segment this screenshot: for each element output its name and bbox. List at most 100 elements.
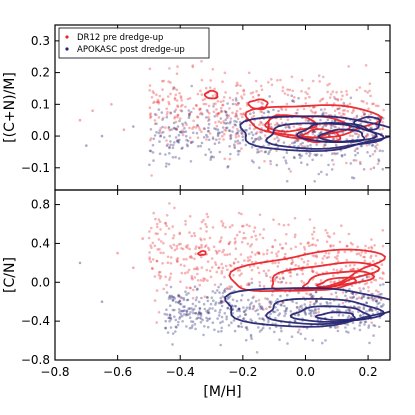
scatter-point bbox=[357, 296, 361, 300]
scatter-point bbox=[177, 320, 180, 324]
scatter-point bbox=[364, 320, 368, 324]
scatter-point bbox=[175, 88, 179, 92]
scatter-point bbox=[203, 277, 207, 281]
scatter-point bbox=[321, 97, 325, 100]
scatter-point bbox=[320, 170, 323, 174]
scatter-point bbox=[174, 300, 178, 304]
scatter-point bbox=[200, 93, 204, 96]
scatter-point bbox=[346, 244, 349, 248]
scatter-point bbox=[351, 310, 354, 314]
scatter-point bbox=[209, 79, 212, 82]
scatter-point bbox=[322, 75, 325, 79]
scatter-point bbox=[173, 141, 176, 144]
scatter-point bbox=[236, 142, 240, 145]
scatter-point bbox=[186, 139, 190, 143]
scatter-point bbox=[311, 339, 315, 342]
scatter-point bbox=[358, 160, 362, 164]
scatter-point bbox=[369, 308, 372, 312]
scatter-point bbox=[275, 149, 278, 153]
scatter-point bbox=[182, 296, 185, 300]
scatter-point bbox=[213, 115, 217, 118]
scatter-point bbox=[166, 143, 169, 146]
scatter-point bbox=[278, 338, 281, 342]
scatter-point bbox=[207, 310, 210, 314]
scatter-point bbox=[381, 277, 384, 281]
scatter-point bbox=[177, 243, 181, 246]
scatter-point bbox=[168, 276, 172, 279]
scatter-point bbox=[341, 112, 345, 116]
scatter-point bbox=[201, 318, 204, 322]
series-contours-1 bbox=[224, 287, 390, 328]
scatter-point bbox=[351, 321, 355, 325]
scatter-point bbox=[248, 127, 252, 130]
scatter-point bbox=[184, 313, 188, 317]
scatter-point bbox=[199, 279, 203, 282]
scatter-point bbox=[355, 132, 359, 136]
scatter-point bbox=[291, 99, 295, 102]
scatter-point bbox=[343, 109, 347, 112]
scatter-point bbox=[212, 110, 216, 114]
scatter-point bbox=[350, 268, 353, 271]
scatter-point bbox=[175, 247, 179, 250]
scatter-point bbox=[189, 311, 192, 314]
scatter-point bbox=[281, 246, 285, 250]
scatter-point bbox=[264, 272, 268, 275]
scatter-point bbox=[368, 296, 372, 300]
scatter-point bbox=[268, 301, 272, 304]
scatter-point bbox=[286, 342, 289, 345]
scatter-point bbox=[227, 242, 231, 246]
scatter-point bbox=[161, 130, 165, 134]
scatter-point bbox=[223, 275, 226, 279]
scatter-point bbox=[367, 107, 370, 110]
scatter-point bbox=[379, 283, 382, 287]
scatter-point bbox=[374, 104, 378, 108]
scatter-point bbox=[196, 267, 200, 271]
scatter-point bbox=[369, 256, 373, 259]
scatter-point bbox=[217, 266, 220, 270]
scatter-point bbox=[314, 262, 317, 265]
scatter-point bbox=[154, 217, 157, 221]
scatter-point bbox=[226, 268, 229, 272]
scatter-point bbox=[213, 142, 217, 145]
scatter-point bbox=[220, 304, 224, 308]
scatter-point bbox=[315, 153, 319, 156]
scatter-point bbox=[169, 111, 172, 114]
scatter-point bbox=[313, 302, 317, 305]
scatter-point bbox=[155, 113, 158, 117]
scatter-point bbox=[286, 293, 289, 297]
scatter-point bbox=[215, 270, 219, 274]
scatter-point bbox=[262, 252, 265, 256]
scatter-point bbox=[167, 125, 171, 129]
scatter-point bbox=[290, 258, 294, 261]
scatter-point bbox=[317, 172, 321, 176]
scatter-point bbox=[352, 108, 355, 111]
scatter-point bbox=[194, 267, 198, 271]
scatter-point bbox=[283, 92, 287, 95]
scatter-point bbox=[178, 119, 181, 123]
scatter-point bbox=[158, 220, 162, 223]
panel-top: −0.10.00.10.20.3[(C+N)/M]DR12 pre dredge… bbox=[2, 24, 391, 191]
scatter-point bbox=[253, 127, 256, 131]
scatter-point bbox=[377, 159, 381, 163]
scatter-point bbox=[325, 173, 329, 176]
scatter-point bbox=[206, 215, 210, 219]
scatter-point bbox=[172, 86, 175, 89]
scatter-point bbox=[196, 316, 199, 320]
scatter-point bbox=[188, 316, 192, 320]
scatter-point bbox=[263, 134, 267, 137]
scatter-point bbox=[247, 132, 251, 136]
scatter-point bbox=[220, 315, 224, 319]
scatter-point bbox=[221, 250, 224, 254]
scatter-point bbox=[226, 306, 230, 310]
scatter-point bbox=[234, 247, 238, 250]
scatter-point bbox=[257, 150, 261, 154]
scatter-point bbox=[181, 124, 185, 127]
scatter-point bbox=[332, 137, 335, 141]
scatter-point bbox=[242, 236, 245, 240]
scatter-point bbox=[260, 305, 263, 308]
scatter-point bbox=[193, 322, 197, 326]
scatter-point bbox=[188, 326, 192, 330]
scatter-point bbox=[248, 124, 252, 127]
scatter-point bbox=[332, 281, 336, 284]
